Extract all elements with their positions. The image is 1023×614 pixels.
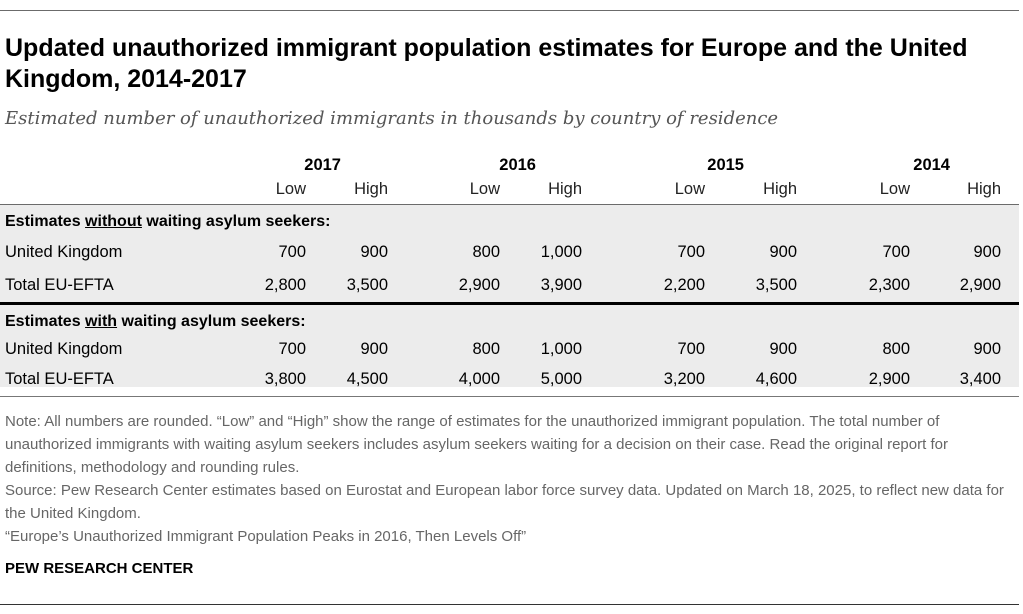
section-header-emphasis: with (85, 313, 118, 330)
table-cell: 5,000 (540, 370, 582, 388)
source-text: Source: Pew Research Center estimates ba… (5, 482, 1004, 522)
table-cell: 1,000 (540, 243, 582, 261)
low-header: Low (469, 180, 500, 198)
section-background (0, 205, 1019, 303)
table-cell: 800 (882, 340, 910, 358)
table-cell: 2,800 (264, 276, 306, 294)
year-header-2014: 2014 (913, 156, 950, 174)
table-cell: 700 (278, 243, 306, 261)
table-cell: 900 (973, 243, 1001, 261)
table-cell: 700 (278, 340, 306, 358)
table-cell: 4,500 (346, 370, 388, 388)
table-cell: 3,500 (346, 276, 388, 294)
chart-title: Updated unauthorized immigrant populatio… (5, 34, 968, 93)
year-header-2016: 2016 (499, 156, 536, 174)
table-cell: 2,200 (663, 276, 705, 294)
section-header-emphasis: without (85, 213, 142, 230)
high-header: High (354, 180, 388, 198)
table-cell: 900 (360, 340, 388, 358)
chart-subtitle: Estimated number of unauthorized immigra… (5, 108, 779, 129)
table-cell: 3,800 (264, 370, 306, 388)
high-header: High (763, 180, 797, 198)
low-header: Low (275, 180, 306, 198)
table-cell: 2,900 (458, 276, 500, 294)
section-header: Estimates without waiting asylum seekers… (5, 213, 331, 230)
section-divider (0, 302, 1019, 305)
table-cell: 800 (472, 340, 500, 358)
table-cell: 2,900 (959, 276, 1001, 294)
section-header: Estimates with waiting asylum seekers: (5, 313, 306, 330)
row-label: Total EU-EFTA (5, 276, 114, 294)
table-cell: 700 (882, 243, 910, 261)
table-cell: 2,300 (868, 276, 910, 294)
table-cell: 700 (677, 340, 705, 358)
table-cell: 900 (360, 243, 388, 261)
year-header-2017: 2017 (304, 156, 341, 174)
row-label: Total EU-EFTA (5, 370, 114, 388)
table-cell: 1,000 (540, 340, 582, 358)
report-title: “Europe’s Unauthorized Immigrant Populat… (5, 528, 527, 545)
brand-label: PEW RESEARCH CENTER (5, 560, 194, 577)
table-cell: 4,600 (755, 370, 797, 388)
low-header: Low (879, 180, 910, 198)
high-header: High (967, 180, 1001, 198)
high-header: High (548, 180, 582, 198)
low-header: Low (674, 180, 705, 198)
table-cell: 900 (973, 340, 1001, 358)
row-label: United Kingdom (5, 340, 123, 358)
table-cell: 700 (677, 243, 705, 261)
table-cell: 2,900 (868, 370, 910, 388)
table-cell: 900 (769, 340, 797, 358)
table-cell: 3,500 (755, 276, 797, 294)
row-label: United Kingdom (5, 243, 123, 261)
note-text: Note: All numbers are rounded. “Low” and… (5, 413, 948, 476)
table-cell: 3,400 (959, 370, 1001, 388)
top-rule (0, 10, 1019, 11)
bottom-rule (0, 604, 1019, 605)
table-bottom-rule (0, 396, 1019, 397)
header-rule (0, 204, 1019, 205)
table-cell: 3,200 (663, 370, 705, 388)
notes-block: Note: All numbers are rounded. “Low” and… (5, 410, 1015, 548)
year-header-2015: 2015 (707, 156, 744, 174)
section-background (0, 305, 1019, 387)
table-cell: 800 (472, 243, 500, 261)
table-cell: 3,900 (540, 276, 582, 294)
table-cell: 4,000 (458, 370, 500, 388)
table-cell: 900 (769, 243, 797, 261)
